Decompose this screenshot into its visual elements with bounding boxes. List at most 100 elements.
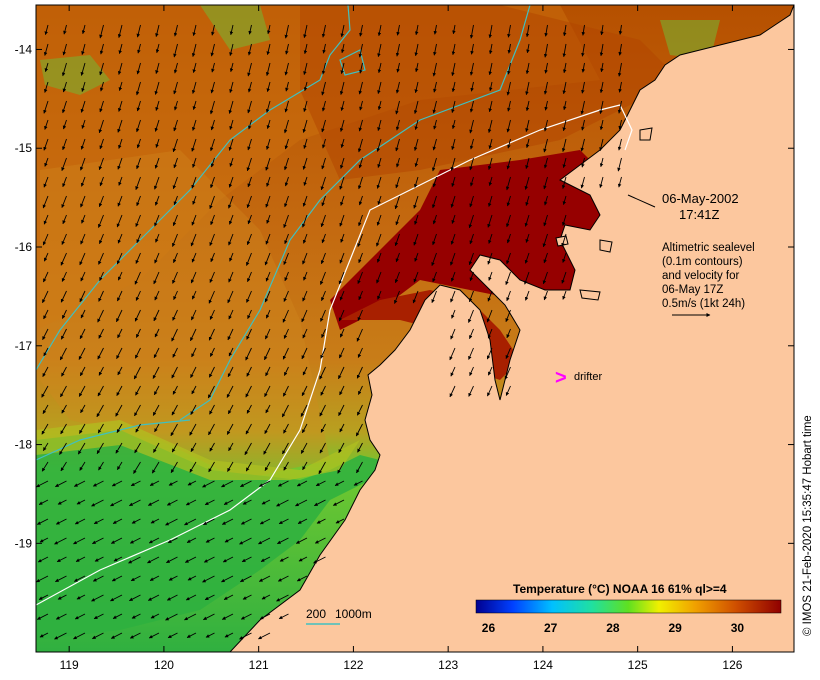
velocity-arrow [229,157,234,167]
velocity-arrow [229,24,234,36]
x-tick-label-122: 122 [343,658,363,672]
velocity-arrow [246,252,252,266]
velocity-arrow [99,100,104,113]
velocity-arrow [451,81,456,93]
velocity-arrow [600,24,604,36]
velocity-arrow [432,138,437,151]
velocity-arrow [168,480,178,486]
velocity-arrow [245,385,252,398]
velocity-arrow [321,290,326,302]
velocity-arrow [357,138,363,153]
velocity-arrow [282,385,289,397]
velocity-arrow [43,138,49,151]
velocity-arrow [284,24,289,39]
contour-200m [36,5,531,461]
velocity-arrow [506,328,511,339]
land [229,5,794,652]
velocity-arrow [506,233,511,244]
velocity-arrow [43,81,49,93]
velocity-arrow [339,214,345,227]
velocity-arrow [98,214,104,228]
velocity-arrow [190,442,197,452]
velocity-arrow [60,423,67,435]
velocity-arrow [211,62,215,73]
drifter-marker: > [555,367,567,389]
velocity-arrow [167,632,178,639]
velocity-arrow [226,423,234,435]
velocity-arrow [172,233,178,247]
velocity-arrow [227,366,234,378]
velocity-arrow [599,100,604,115]
velocity-arrow [222,556,234,563]
velocity-arrow [210,43,215,57]
velocity-arrow [302,195,308,207]
velocity-arrow [209,347,215,357]
velocity-arrow [118,176,123,186]
velocity-arrow [469,138,474,150]
velocity-arrow [282,347,289,360]
velocity-arrow [449,385,456,398]
velocity-arrow [544,195,548,206]
velocity-arrow [276,499,289,507]
velocity-arrow [110,537,123,544]
velocity-arrow [229,81,234,93]
velocity-arrow [81,214,86,224]
velocity-arrow [61,195,67,208]
velocity-arrow [184,613,197,621]
velocity-arrow [136,138,141,149]
velocity-arrow [487,385,493,397]
velocity-arrow [186,537,197,543]
velocity-arrow [395,119,400,131]
y-tick-label--14: -14 [15,42,33,56]
velocity-arrow [210,252,215,263]
velocity-arrow [55,613,67,620]
velocity-arrow [395,214,400,226]
velocity-arrow [469,119,474,134]
velocity-arrow [277,480,289,487]
velocity-arrow [155,62,160,74]
velocity-arrow [117,195,123,207]
velocity-arrow [544,62,548,74]
velocity-arrow [136,62,141,75]
velocity-arrow [301,347,308,360]
velocity-arrow [246,233,252,246]
velocity-arrow [339,252,345,264]
velocity-arrow [414,176,419,188]
velocity-arrow [488,271,493,281]
velocity-arrow [320,252,326,265]
velocity-arrow [224,537,234,543]
velocity-arrow [97,385,104,397]
velocity-arrow [149,480,160,486]
velocity-arrow [525,233,530,243]
velocity-arrow [62,81,67,93]
velocity-arrow [110,632,123,639]
velocity-arrow [57,594,67,600]
velocity-arrow [246,290,252,303]
velocity-arrow [79,366,86,377]
velocity-arrow [357,233,363,248]
velocity-arrow [39,632,49,638]
velocity-arrow [189,423,197,436]
date-label: 06-May-2002 [662,191,739,206]
velocity-arrow [433,81,437,93]
velocity-arrow [60,252,67,266]
velocity-arrow [489,81,493,92]
x-tick-label-120: 120 [154,658,174,672]
velocity-arrow [116,252,123,265]
velocity-arrow [136,195,141,207]
velocity-arrow [96,442,104,455]
velocity-arrow [154,195,160,206]
velocity-arrow [338,309,345,322]
velocity-arrow [562,195,567,205]
velocity-arrow [97,347,104,360]
velocity-arrow [414,214,419,225]
velocity-arrow [191,138,197,152]
velocity-arrow [412,290,419,304]
velocity-arrow [302,233,308,244]
velocity-arrow [42,233,49,246]
velocity-arrow [203,613,215,621]
velocity-arrow [320,385,326,396]
velocity-arrow [173,100,178,111]
velocity-arrow [190,328,197,342]
